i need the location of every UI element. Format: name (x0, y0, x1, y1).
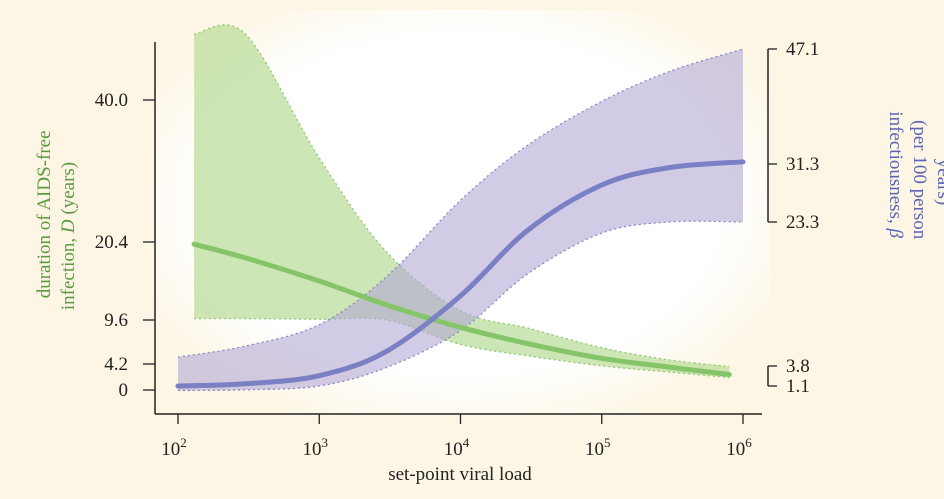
y-left-ticks: 40.0 20.4 9.6 4.2 0 (95, 90, 155, 401)
x-tick-label: 105 (585, 435, 611, 460)
band-upper-edge-left (193, 24, 730, 368)
y-right-tick-label: 31.3 (786, 154, 819, 175)
y-right-tick-label: 1.1 (786, 376, 810, 397)
y-left-label-line1: duration of AIDS-free (34, 130, 55, 298)
mean-line-right (175, 159, 746, 389)
y-left-label-symbol: D (58, 219, 79, 234)
y-right-label-symbol: β (885, 227, 906, 238)
y-left-tick-label: 0 (119, 380, 129, 401)
y-left-tick-label: 4.2 (104, 354, 128, 375)
x-axis-label: set-point viral load (388, 464, 532, 485)
series-lines (175, 159, 746, 389)
axes (154, 42, 762, 415)
y-left-axis-label: duration of AIDS-free infection, D (year… (34, 126, 79, 310)
band-lower-edge-left (194, 317, 730, 379)
x-tick-label: 102 (161, 435, 187, 460)
y-left-tick-label: 40.0 (95, 90, 128, 111)
y-right-tick-label: 23.3 (786, 212, 819, 233)
band-right (178, 49, 743, 391)
x-tick-label: 104 (444, 435, 470, 460)
y-right-axis-label: infectiousness, β (per 100 person years) (885, 111, 944, 244)
y-right-label-line1-prefix: infectiousness, (885, 111, 906, 228)
x-tick-label: 103 (303, 435, 329, 460)
band-lower-edge-right (177, 220, 744, 392)
y-right-tick-label: 47.1 (786, 39, 819, 60)
y-left-tick-label: 20.4 (95, 232, 129, 253)
y-left-tick-label: 9.6 (104, 310, 128, 331)
confidence-bands (177, 24, 744, 392)
y-left-label-line2-suffix: (years) (58, 162, 79, 220)
y-right-tick-label: 3.8 (786, 356, 810, 377)
y-right-ticks: 47.1 31.3 23.3 3.81.1 (767, 39, 819, 397)
x-tick-label: 106 (726, 435, 752, 460)
band-left (194, 24, 730, 378)
y-right-label-line2: (per 100 person (909, 120, 930, 240)
x-ticks: 102 103 104 105 106 (161, 414, 752, 460)
y-left-label-line2-prefix: infection, (58, 233, 79, 310)
y-right-label-line3: years) (933, 159, 944, 205)
mean-line-left (191, 241, 732, 378)
